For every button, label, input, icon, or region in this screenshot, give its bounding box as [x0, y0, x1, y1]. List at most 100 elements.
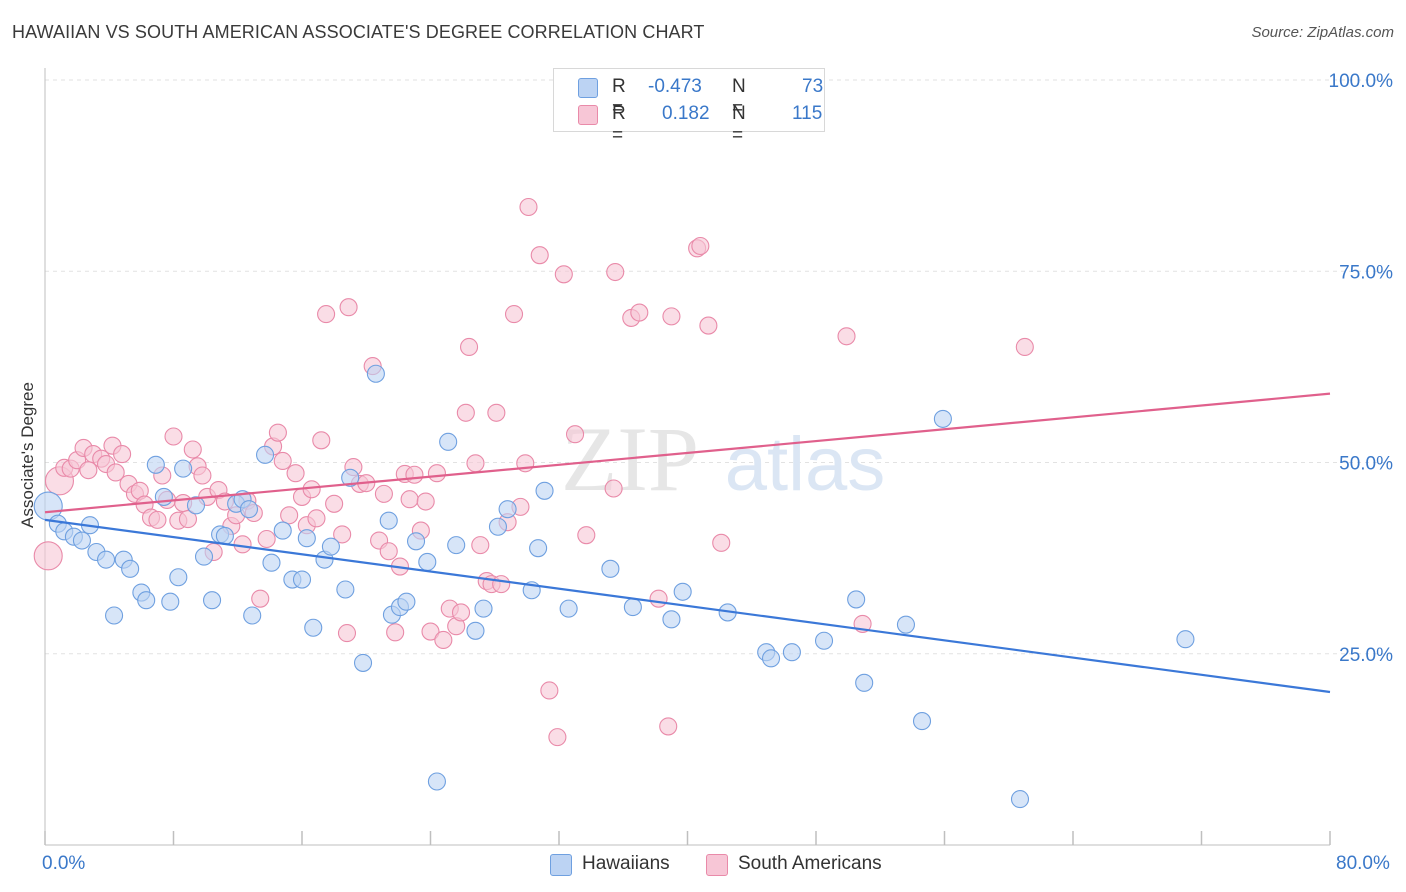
hawaiians-point: [121, 559, 140, 578]
bottom-legend-swatch-south-americans: [706, 854, 728, 876]
hawaiians-point: [194, 547, 214, 566]
y-tick-label: 75.0%: [1339, 262, 1393, 283]
south-americans-point: [374, 484, 393, 503]
south-americans-point: [183, 440, 202, 459]
x-axis-min-label: 0.0%: [42, 853, 86, 874]
south-americans-point: [649, 589, 668, 608]
trend-lines: [44, 392, 1331, 694]
axes: [44, 68, 1331, 846]
hawaiians-point: [498, 500, 517, 519]
south-americans-point: [459, 337, 479, 357]
south-americans-point: [659, 717, 678, 736]
south-americans-point: [699, 316, 718, 335]
hawaiians-point: [1176, 630, 1195, 649]
x-axis-max-label: 80.0%: [1336, 853, 1390, 874]
south-americans-point: [837, 327, 856, 346]
south-americans-point: [540, 681, 559, 700]
hawaiians-point: [174, 459, 193, 478]
hawaiians-point: [161, 592, 180, 611]
hawaiians-trend-line: [44, 518, 1331, 694]
watermark-atlas: atlas: [725, 422, 886, 507]
hawaiians-point: [488, 517, 508, 536]
south-americans-point: [33, 541, 63, 571]
south-americans-point: [492, 575, 511, 594]
hawaiians-point: [397, 592, 416, 611]
legend-r-label: R =: [612, 76, 626, 119]
legend-r-value: 0.182: [662, 103, 710, 124]
south-americans-point: [333, 525, 352, 544]
legend-n-label: N =: [732, 103, 746, 146]
legend-n-value: 115: [792, 103, 823, 124]
hawaiians-point: [239, 500, 259, 519]
south-americans-point: [421, 622, 440, 641]
hawaiians-point: [912, 712, 932, 731]
hawaiians-point: [529, 539, 548, 558]
hawaiians-point: [535, 481, 554, 500]
south-americans-point: [487, 403, 506, 422]
hawaiians-point: [137, 591, 156, 610]
y-tick-label: 25.0%: [1339, 645, 1393, 666]
hawaiians-point: [623, 598, 642, 617]
hawaiians-point: [673, 582, 692, 601]
south-americans-point: [317, 305, 336, 324]
hawaiians-point: [203, 591, 222, 610]
south-americans-point: [178, 510, 198, 529]
hawaiians-point: [186, 496, 206, 515]
hawaiians-point: [353, 653, 373, 672]
hawaiians-point: [256, 445, 275, 464]
hawaiians-point: [418, 552, 437, 572]
south-americans-point: [106, 463, 125, 482]
legend-n-value: 73: [802, 76, 824, 97]
south-americans-point: [606, 262, 625, 282]
south-americans-point: [257, 529, 276, 549]
hawaiians-point: [559, 599, 578, 618]
south-americans-point: [286, 464, 305, 483]
south-americans-point: [379, 542, 398, 561]
hawaiians-point: [1010, 790, 1030, 809]
hawaiians-point: [341, 468, 360, 487]
south-americans-point: [325, 494, 344, 513]
south-americans-point: [434, 630, 453, 650]
south-americans-point: [233, 535, 252, 554]
y-tick-label: 100.0%: [1329, 71, 1394, 92]
south-americans-point: [427, 464, 446, 483]
south-americans-point: [273, 451, 292, 471]
south-americans-point: [312, 431, 331, 450]
south-americans-point: [280, 506, 299, 525]
hawaiians-point: [321, 537, 340, 556]
hawaiians-point: [304, 618, 323, 637]
south-americans-point: [307, 509, 326, 528]
south-americans-point: [405, 465, 424, 484]
y-axis-label: Associate's Degree: [18, 382, 37, 528]
south-americans-point: [566, 425, 585, 444]
south-americans-trend-line: [44, 392, 1331, 514]
hawaiians-point: [297, 529, 316, 548]
legend-swatch-south-americans: [578, 105, 598, 125]
hawaiians-point: [847, 590, 866, 609]
south-americans-point: [577, 526, 596, 545]
hawaiians-point: [292, 570, 312, 589]
south-americans-point: [471, 536, 490, 555]
hawaiians-point: [215, 526, 234, 545]
legend-n-label: N =: [732, 76, 746, 119]
south-americans-point: [691, 236, 710, 256]
south-americans-point: [630, 303, 649, 322]
south-americans-point: [554, 265, 573, 284]
hawaiians-point: [427, 772, 446, 791]
bottom-legend-label: South Americans: [738, 853, 882, 874]
hawaiians-point: [814, 631, 834, 650]
south-americans-point: [337, 624, 357, 643]
hawaiians-point: [366, 364, 385, 383]
south-americans-point: [416, 492, 435, 511]
south-americans-point: [519, 197, 538, 217]
hawaiians-point: [146, 455, 165, 474]
hawaiians-point: [896, 615, 916, 634]
south-americans-point: [456, 403, 475, 422]
south-americans-point: [1015, 337, 1034, 357]
correlation-legend: R = -0.473 N = 73 R = 0.182 N = 115: [553, 68, 825, 146]
chart-title: HAWAIIAN VS SOUTH AMERICAN ASSOCIATE'S D…: [12, 22, 705, 42]
south-americans-point: [386, 623, 405, 642]
hawaiians-point: [379, 511, 398, 530]
legend-r-label: R =: [612, 103, 626, 146]
